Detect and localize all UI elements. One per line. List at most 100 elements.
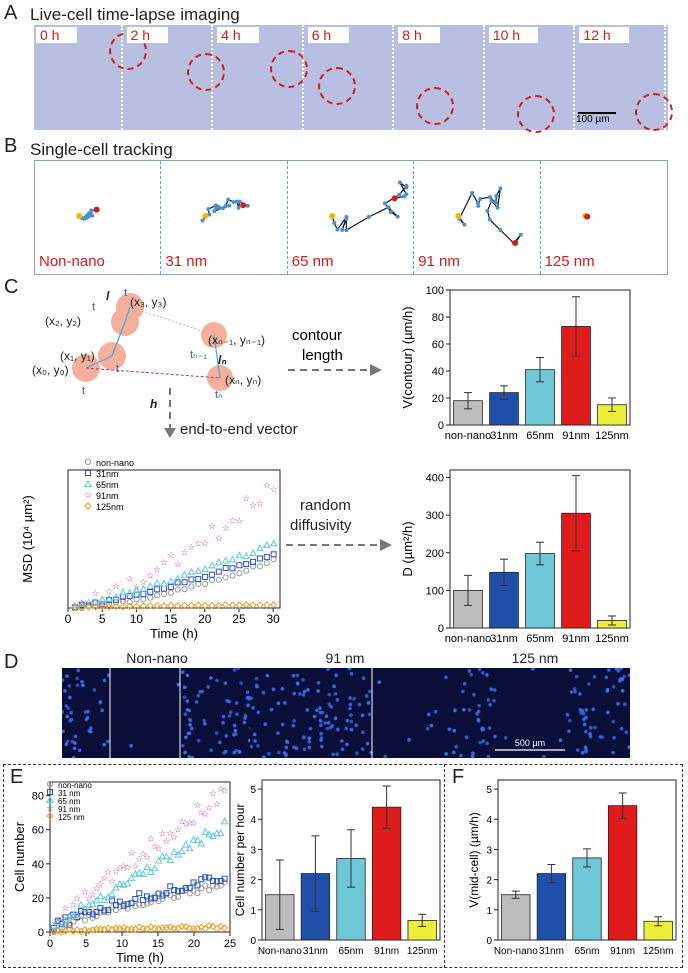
data-point: [197, 839, 206, 847]
x-tick-label: 0: [65, 612, 72, 626]
nucleus: [478, 740, 482, 745]
data-point: [147, 594, 154, 601]
nucleus: [284, 745, 289, 750]
data-point: [222, 574, 229, 581]
nucleus: [301, 678, 305, 682]
data-point: ☆: [235, 516, 243, 526]
data-point: [166, 923, 174, 931]
plot-frame: [67, 469, 281, 609]
nucleus: [64, 742, 69, 747]
trajectory-diagram: (x₂, y₂) (x₃, y₃) (x₁, y₁) (x₀, y₀) (xₙ₋…: [32, 287, 382, 438]
data-point: [78, 603, 86, 611]
trajectory: [455, 186, 524, 246]
nucleus: [86, 709, 90, 714]
data-point: [256, 563, 264, 570]
data-point: [181, 586, 188, 593]
data-point: ☆: [151, 842, 159, 852]
data-point: [136, 890, 143, 897]
data-point: [250, 558, 257, 565]
data-point: [65, 911, 74, 919]
timelapse-frame-label: 8 h: [398, 27, 440, 43]
nucleus: [92, 688, 97, 692]
nucleus: [611, 750, 615, 755]
data-point: [84, 479, 92, 487]
diff-arrow: [286, 539, 392, 551]
data-point: [73, 926, 81, 934]
x-tick-label: 65nm: [526, 430, 554, 442]
nucleus: [283, 701, 287, 705]
data-point: [174, 850, 182, 858]
nucleus: [215, 678, 219, 683]
nucleus: [68, 719, 72, 723]
nucleus: [73, 741, 77, 745]
data-point: [123, 879, 132, 887]
nucleus: [503, 736, 508, 740]
data-point: ☆: [65, 912, 73, 922]
data-point: [109, 897, 116, 904]
nucleus: [221, 714, 226, 719]
data-point: ☆: [84, 490, 92, 500]
point-0-label: (x₀, y₀): [32, 363, 69, 377]
data-point: [139, 869, 147, 877]
nucleus: [485, 741, 489, 746]
data-point: [256, 555, 263, 562]
nucleus: [316, 689, 320, 693]
data-point: ☆: [256, 499, 264, 509]
scalebar-500-label: 500 µm: [515, 738, 545, 748]
nucleus: [349, 713, 353, 717]
nucleus: [452, 728, 457, 733]
data-point: [160, 579, 168, 587]
data-point: [119, 603, 127, 611]
data-point: [189, 924, 198, 933]
nucleus: [239, 681, 243, 686]
nucleus: [472, 693, 476, 697]
nucleus: [573, 689, 577, 694]
y-tick-label: 4: [486, 815, 492, 826]
trajectory: [76, 206, 100, 221]
nucleus: [77, 748, 82, 753]
tracked-cell-circle: [186, 53, 225, 91]
trajectory-point: [404, 185, 409, 190]
scalebar: [578, 112, 616, 114]
data-point: [243, 567, 250, 574]
bar: [501, 894, 531, 941]
nucleus: [580, 750, 585, 755]
legend-label: 125 nm: [58, 813, 85, 822]
nucleus: [194, 700, 199, 704]
timelapse-frame-label: 12 h: [579, 27, 629, 43]
data-point: [154, 856, 163, 864]
bar: [607, 805, 638, 941]
tracking-group-label: 31 nm: [165, 253, 208, 270]
y-axis-label: D (µm²/h): [400, 521, 415, 576]
nucleus: [250, 696, 253, 700]
data-point: [201, 601, 209, 610]
nucleus: [572, 686, 577, 691]
data-point: ☆: [119, 595, 127, 605]
data-point: [128, 900, 135, 907]
data-point: [53, 918, 62, 926]
nucleus: [295, 673, 300, 678]
trajectory-point: [476, 203, 481, 208]
data-point: [46, 780, 54, 788]
data-point: [71, 603, 79, 612]
data-point: [125, 588, 134, 596]
data-point: [270, 551, 277, 558]
data-point: [202, 573, 209, 580]
nucleus: [591, 707, 596, 712]
data-point: [222, 565, 229, 572]
nucleus: [65, 739, 70, 744]
nucleus: [233, 728, 238, 733]
nucleus: [600, 735, 605, 740]
data-point: ☆: [96, 879, 104, 889]
x-tick-label: 91nm: [562, 633, 590, 645]
trajectory-point: [498, 186, 503, 191]
data-point: [116, 924, 124, 933]
y-tick-label: 60: [32, 825, 44, 837]
nucleus: [331, 752, 335, 757]
nucleus: [592, 675, 597, 679]
data-point: ☆: [167, 550, 175, 560]
data-point: ☆: [174, 559, 182, 569]
y-tick-label: 20: [32, 893, 44, 905]
panel-label-f: F: [450, 766, 467, 789]
nucleus: [336, 727, 340, 732]
